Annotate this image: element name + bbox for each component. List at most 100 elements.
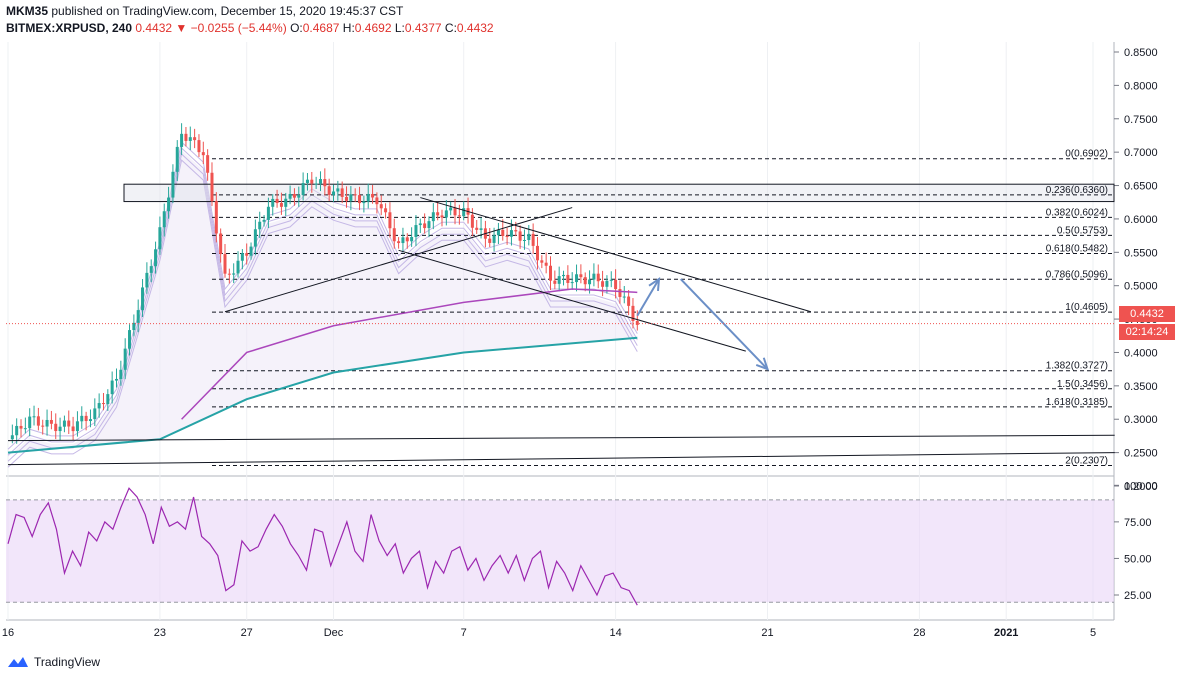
rsi-axis-label: 50.00: [1124, 553, 1152, 565]
candle-body: [19, 425, 23, 429]
candle-body: [266, 206, 270, 220]
price-axis-label: 0.7500: [1124, 114, 1158, 126]
time-axis-label: 16: [2, 627, 14, 639]
candle-body: [297, 195, 301, 198]
candle-body: [327, 186, 331, 195]
candle-body: [227, 273, 231, 275]
candle-body: [162, 211, 166, 228]
candle-body: [262, 219, 266, 222]
candle-body: [119, 369, 123, 379]
candle-body: [15, 425, 19, 436]
time-axis-label: 7: [461, 627, 467, 639]
candle-body: [388, 212, 392, 229]
candle-body: [253, 229, 257, 247]
candle-body: [175, 146, 179, 172]
price-axis-label: 0.3500: [1124, 381, 1158, 393]
candle-body: [501, 229, 505, 236]
candle-body: [310, 179, 314, 184]
rsi-line: [7, 487, 638, 606]
candle-body: [475, 227, 479, 230]
close-label: C:: [444, 21, 457, 35]
time-axis-label: 23: [154, 627, 166, 639]
candle-body: [349, 194, 353, 201]
tradingview-logo[interactable]: TradingView: [6, 654, 100, 670]
candle-body: [566, 274, 570, 283]
candle-body: [462, 208, 466, 217]
candle-body: [292, 194, 296, 198]
candle-body: [332, 191, 335, 195]
candle-body: [562, 274, 566, 277]
candle-body: [188, 137, 192, 141]
candle-body: [123, 348, 127, 370]
candle-body: [635, 321, 639, 325]
candle-body: [245, 253, 249, 256]
candle-body: [145, 272, 149, 288]
candle-body: [258, 221, 262, 230]
open-label: O:: [290, 21, 303, 35]
low-value: 0.4377: [404, 21, 442, 35]
candle-body: [323, 179, 327, 187]
candle-body: [184, 133, 188, 141]
candles-group: [10, 123, 639, 444]
candle-body: [379, 204, 383, 209]
price-change: −0.0255 (−5.44%): [190, 21, 287, 35]
rsi-axis-label: 100.00: [1124, 480, 1158, 492]
candle-body: [236, 260, 240, 274]
bar-countdown-tag: 02:14:24: [1119, 324, 1175, 340]
candle-body: [440, 215, 444, 218]
candle-body: [249, 246, 253, 256]
candle-body: [301, 183, 305, 196]
candle-body: [544, 262, 548, 266]
tradingview-cloud-icon: [8, 657, 28, 667]
ma-ribbon-line: [7, 153, 638, 462]
candle-body: [609, 279, 613, 281]
candle-body: [601, 281, 605, 287]
publish-info: MKM35 published on TradingView.com, Dece…: [6, 4, 403, 18]
trend-line: [7, 452, 1115, 466]
candle-body: [531, 233, 535, 246]
candle-body: [371, 193, 375, 198]
candle-body: [509, 230, 513, 237]
candle-body: [453, 207, 457, 216]
candle-body: [575, 274, 579, 283]
fib-level-label: 0.382(0.6024): [1046, 207, 1108, 218]
candle-body: [522, 239, 526, 241]
brand-name: TradingView: [34, 655, 101, 669]
candle-body: [444, 210, 448, 218]
candle-body: [49, 419, 53, 424]
candle-body: [88, 419, 92, 422]
candle-body: [84, 415, 88, 422]
candle-body: [366, 193, 370, 202]
fib-level-label: 0(0.6902): [1065, 149, 1108, 160]
candle-body: [62, 420, 66, 427]
fib-level-label: 0.786(0.5096): [1046, 269, 1108, 280]
publisher-name[interactable]: MKM35: [6, 4, 49, 18]
price-axis-label: 0.7000: [1124, 147, 1158, 159]
trend-line: [7, 434, 1115, 442]
candle-body: [32, 416, 36, 418]
candle-body: [423, 223, 427, 229]
fib-level-label: 1.5(0.3456): [1057, 379, 1108, 390]
symbol-label[interactable]: BITMEX:XRPUSD, 240: [6, 21, 133, 35]
candle-body: [540, 260, 544, 263]
candle-body: [136, 310, 140, 323]
candle-body: [193, 137, 197, 141]
mid-moving-average-line: [181, 288, 638, 420]
candle-body: [336, 188, 340, 192]
candle-body: [271, 198, 275, 207]
candle-body: [80, 415, 84, 422]
candle-body: [71, 426, 75, 432]
candle-body: [470, 214, 474, 228]
candle-body: [479, 228, 483, 230]
candle-body: [36, 416, 40, 426]
high-label: H:: [342, 21, 355, 35]
time-axis-label: 2021: [994, 627, 1018, 639]
candle-body: [110, 380, 114, 395]
candle-body: [67, 420, 71, 427]
candle-body: [28, 416, 32, 429]
candle-body: [75, 421, 79, 432]
candle-body: [158, 227, 162, 250]
price-axis-label: 0.2000: [1124, 481, 1158, 493]
candle-body: [436, 212, 440, 216]
